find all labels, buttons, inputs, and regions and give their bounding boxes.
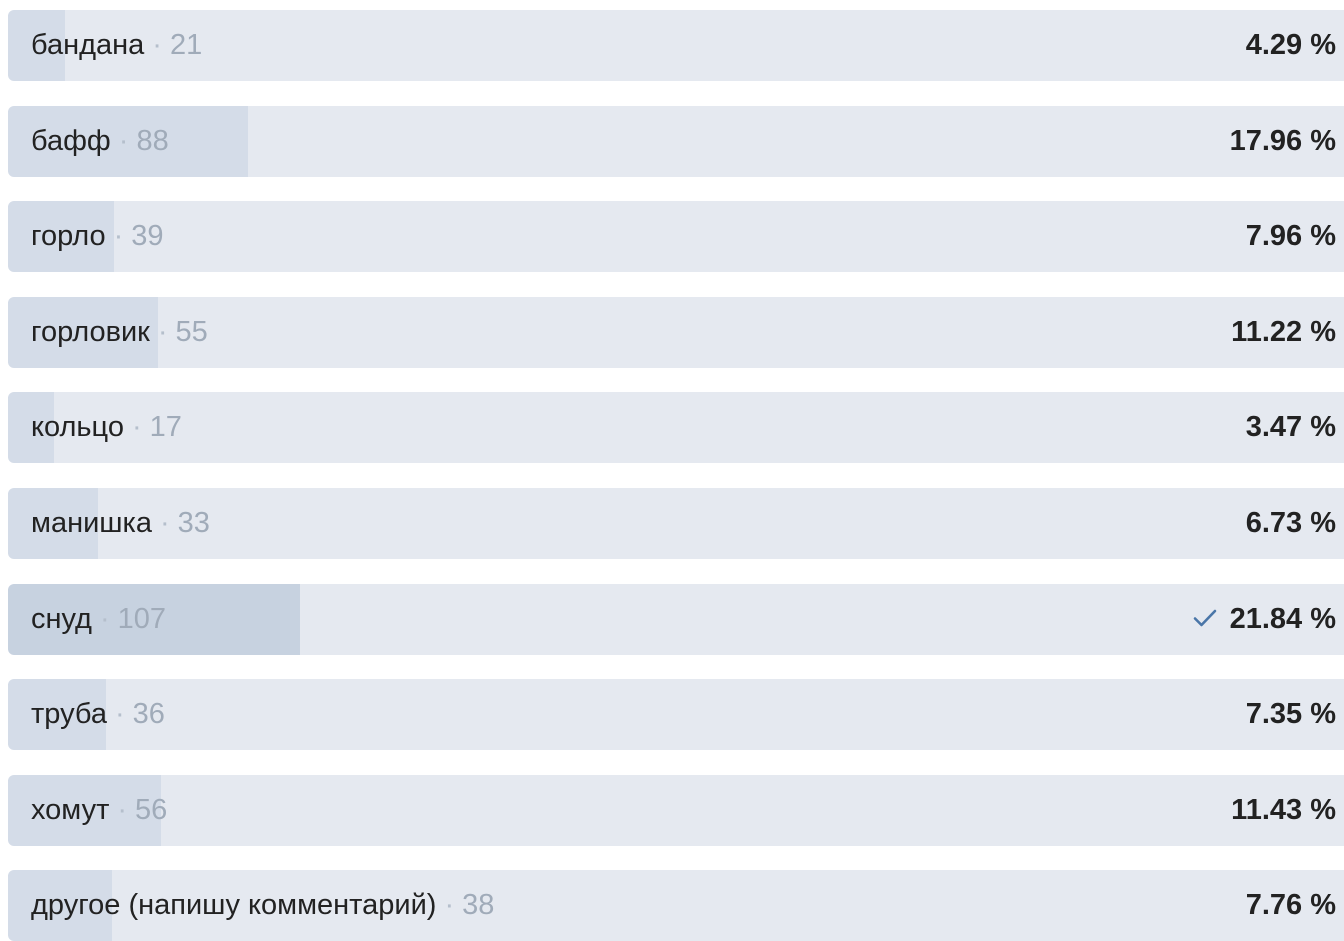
poll-results: бандана · 21 4.29 % бафф · 88 17.96 % горло · 39 7.…	[8, 10, 1344, 941]
poll-option-percent: 6.73 %	[1245, 506, 1336, 539]
poll-option-vote-count: 33	[177, 506, 210, 539]
poll-option-label: кольцо	[31, 411, 124, 444]
poll-option-label: горловик	[31, 315, 150, 348]
poll-option-separator: ·	[99, 602, 110, 635]
poll-option-label: другое (напишу комментарий)	[31, 889, 437, 922]
poll-option-label: бандана	[31, 29, 145, 61]
poll-option-label: горло	[31, 220, 106, 253]
poll-option-result-bar	[8, 392, 55, 464]
poll-option-vote-count: 107	[117, 602, 167, 635]
poll-option-text: труба · 36	[31, 679, 165, 750]
poll-option-result: 17.96 %	[1230, 106, 1336, 177]
poll-option-text: кольцо · 17	[31, 392, 182, 463]
poll-option-label: хомут	[31, 793, 110, 826]
poll-option-result: 21.84 %	[1192, 584, 1336, 655]
poll-option-percent: 17.96 %	[1229, 124, 1336, 157]
poll-option[interactable]: хомут · 56 11.43 %	[8, 774, 1344, 846]
poll-option-text: снуд · 107	[31, 584, 166, 655]
poll-option-separator: ·	[152, 29, 162, 61]
poll-option-percent: 21.84 %	[1229, 602, 1336, 635]
poll-option-result: 3.47 %	[1246, 392, 1336, 463]
poll-option-vote-count: 88	[136, 124, 169, 157]
poll-option-separator: ·	[444, 889, 455, 922]
poll-option-text: бафф · 88	[31, 106, 169, 177]
poll-option-result-bar	[8, 487, 98, 559]
poll-option[interactable]: горло · 39 7.96 %	[8, 201, 1344, 273]
poll-option-separator: ·	[113, 220, 124, 253]
poll-option-result-bar	[8, 774, 161, 846]
poll-option-label: снуд	[31, 602, 92, 635]
poll-option[interactable]: снуд · 107 21.84 %	[8, 583, 1344, 655]
poll-option-separator: ·	[157, 315, 168, 348]
poll-option-vote-count: 55	[175, 315, 208, 348]
poll-option[interactable]: другое (напишу комментарий) · 38 7.76 %	[8, 870, 1344, 941]
poll-option-text: манишка · 33	[31, 488, 210, 559]
poll-option[interactable]: горловик · 55 11.22 %	[8, 296, 1344, 368]
poll-option-result: 7.96 %	[1246, 201, 1336, 272]
poll-option-text: хомут · 56	[31, 775, 167, 846]
poll-option-vote-count: 17	[149, 411, 182, 444]
poll-option[interactable]: труба · 36 7.35 %	[8, 679, 1344, 751]
poll-option-percent: 7.96 %	[1245, 220, 1336, 253]
poll-option-result: 4.29 %	[1246, 10, 1336, 81]
poll-option[interactable]: бандана · 21 4.29 %	[8, 10, 1344, 81]
poll-option-vote-count: 21	[169, 29, 203, 61]
poll-option-separator: ·	[114, 698, 125, 731]
poll-option-result-bar	[8, 10, 66, 81]
poll-option-result-bar	[8, 296, 158, 368]
checkmark-icon	[1192, 605, 1218, 631]
poll-option-text: горло · 39	[31, 201, 164, 272]
poll-option-percent: 7.76 %	[1245, 889, 1336, 922]
poll-option-result: 6.73 %	[1246, 488, 1336, 559]
poll-option-result-bar	[8, 201, 115, 273]
poll-option[interactable]: манишка · 33 6.73 %	[8, 487, 1344, 559]
poll-option-vote-count: 38	[462, 889, 495, 922]
poll-option-label: труба	[31, 698, 107, 731]
poll-option-result-bar	[8, 105, 248, 177]
poll-option-percent: 3.47 %	[1245, 411, 1336, 444]
poll-option-result-bar	[8, 583, 300, 655]
poll-option-result: 11.43 %	[1231, 775, 1336, 846]
poll-option-result: 7.76 %	[1246, 870, 1336, 941]
poll-option-vote-count: 39	[131, 220, 164, 253]
poll-option-label: бафф	[31, 124, 111, 157]
poll-option-result: 7.35 %	[1246, 679, 1336, 750]
poll-option-result: 11.22 %	[1231, 297, 1336, 368]
poll-option-vote-count: 36	[132, 698, 165, 731]
poll-option-result-bar	[8, 679, 107, 751]
poll-option-percent: 4.29 %	[1245, 29, 1336, 61]
poll-option-separator: ·	[160, 506, 170, 539]
poll-option-percent: 11.43 %	[1231, 793, 1336, 826]
poll-option-percent: 7.35 %	[1245, 698, 1336, 731]
poll-option-percent: 11.22 %	[1231, 315, 1336, 348]
poll-option-vote-count: 56	[135, 793, 168, 826]
poll-option-text: другое (напишу комментарий) · 38	[31, 870, 494, 941]
poll-option-label: манишка	[31, 506, 152, 539]
poll-option-separator: ·	[131, 411, 142, 444]
poll-option-text: горловик · 55	[31, 297, 208, 368]
poll-option-result-bar	[8, 870, 112, 941]
poll-option[interactable]: кольцо · 17 3.47 %	[8, 392, 1344, 464]
poll-option-separator: ·	[118, 124, 129, 157]
poll-option[interactable]: бафф · 88 17.96 %	[8, 105, 1344, 177]
poll-option-separator: ·	[117, 793, 128, 826]
poll-option-text: бандана · 21	[31, 10, 202, 81]
